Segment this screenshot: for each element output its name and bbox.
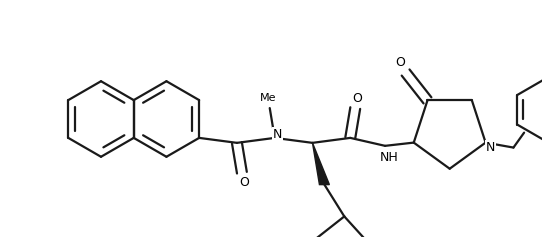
Text: N: N — [486, 141, 495, 154]
Polygon shape — [312, 143, 329, 185]
Text: NH: NH — [380, 151, 398, 164]
Text: N: N — [273, 129, 282, 141]
Text: O: O — [239, 176, 249, 189]
Text: O: O — [353, 92, 362, 105]
Text: O: O — [395, 56, 406, 69]
Text: Me: Me — [259, 93, 276, 103]
